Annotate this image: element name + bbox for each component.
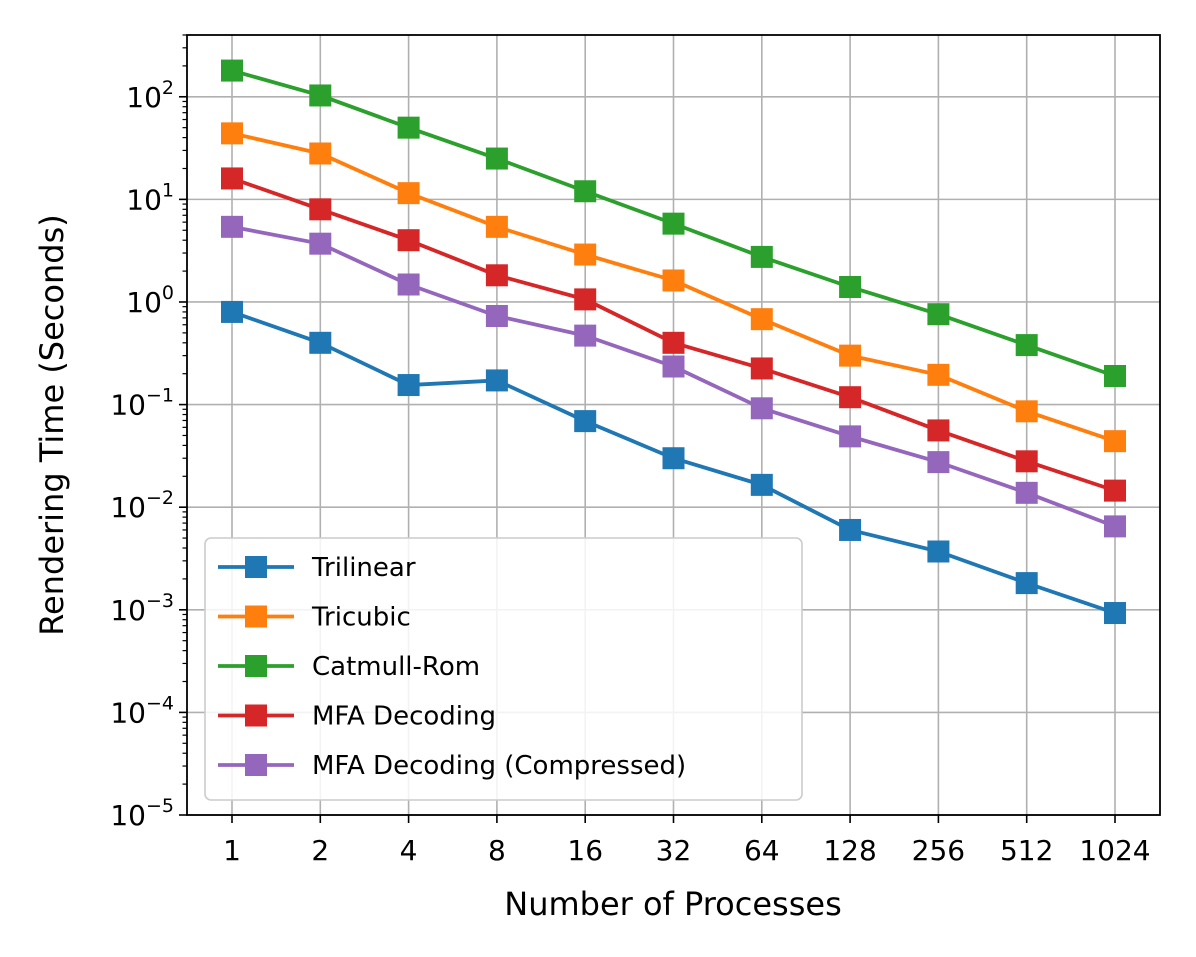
x-tick-label: 32 xyxy=(656,834,692,867)
data-point-marker xyxy=(927,540,950,563)
data-point-marker xyxy=(485,369,508,392)
y-tick-label: 10−1 xyxy=(110,385,174,422)
data-point-marker xyxy=(221,167,243,190)
data-point-marker xyxy=(1015,400,1038,423)
data-point-marker xyxy=(309,232,332,255)
data-point-marker xyxy=(397,182,420,205)
legend-box xyxy=(204,537,803,801)
x-tick-label: 1 xyxy=(223,834,241,867)
legend-label: MFA Decoding (Compressed) xyxy=(312,751,686,781)
data-point-marker xyxy=(927,419,950,442)
data-point-marker xyxy=(397,273,420,296)
data-point-marker xyxy=(1015,572,1038,595)
legend-label: Tricubic xyxy=(311,603,411,633)
y-tick-label: 102 xyxy=(126,77,174,114)
data-point-marker xyxy=(1104,430,1126,453)
data-point-marker xyxy=(397,116,420,139)
data-point-marker xyxy=(1015,334,1038,357)
y-tick-label: 100 xyxy=(126,282,174,319)
data-point-marker xyxy=(1104,602,1126,625)
data-point-marker xyxy=(839,275,862,298)
data-point-marker xyxy=(662,355,685,378)
legend-marker xyxy=(245,655,267,677)
legend-label: Trilinear xyxy=(311,553,416,583)
data-point-marker xyxy=(1015,481,1038,504)
data-point-marker xyxy=(309,84,332,107)
data-point-marker xyxy=(750,357,773,380)
x-axis-title: Number of Processes xyxy=(504,885,841,923)
data-point-marker xyxy=(221,59,243,82)
data-point-marker xyxy=(927,451,950,474)
data-point-marker xyxy=(1104,364,1126,387)
data-point-marker xyxy=(397,229,420,252)
data-point-marker xyxy=(574,243,597,266)
x-tick-label: 2 xyxy=(311,834,329,867)
data-point-marker xyxy=(221,122,243,145)
data-point-marker xyxy=(574,410,597,433)
data-point-marker xyxy=(221,300,243,323)
x-tick-label: 1024 xyxy=(1079,834,1150,867)
legend-label: Catmull-Rom xyxy=(312,652,480,682)
axis-ticks: 1 2 4 8 16 32 64 128 256 512 1024 10−5 10−4 10−3 10−2 1… xyxy=(110,34,1151,867)
y-tick-label: 101 xyxy=(126,179,174,216)
data-point-marker xyxy=(1015,450,1038,473)
series-lines xyxy=(221,59,1126,625)
data-point-marker xyxy=(1104,479,1126,502)
x-tick-label: 512 xyxy=(1000,834,1053,867)
data-point-marker xyxy=(662,331,685,354)
data-point-marker xyxy=(1104,515,1126,538)
data-point-marker xyxy=(309,198,332,221)
data-point-marker xyxy=(750,397,773,420)
data-point-marker xyxy=(574,324,597,347)
legend-marker xyxy=(245,704,267,727)
legend-label: MFA Decoding xyxy=(312,702,496,732)
data-point-marker xyxy=(397,374,420,397)
data-point-marker xyxy=(574,180,597,203)
data-point-marker xyxy=(574,288,597,311)
data-point-marker xyxy=(485,264,508,287)
data-point-marker xyxy=(309,142,332,165)
data-point-marker xyxy=(662,269,685,292)
legend-marker xyxy=(245,605,267,628)
data-point-marker xyxy=(750,308,773,331)
data-point-marker xyxy=(927,363,950,386)
data-point-marker xyxy=(839,518,862,541)
data-point-marker xyxy=(309,331,332,354)
x-tick-label: 16 xyxy=(567,834,603,867)
data-point-marker xyxy=(662,212,685,235)
legend-marker xyxy=(245,754,267,776)
y-tick-label: 10−4 xyxy=(110,692,174,729)
data-point-marker xyxy=(750,245,773,268)
data-point-marker xyxy=(839,386,862,409)
data-point-marker xyxy=(662,447,685,470)
data-point-marker xyxy=(839,344,862,367)
data-point-marker xyxy=(485,215,508,238)
data-point-marker xyxy=(485,147,508,170)
data-point-marker xyxy=(927,303,950,326)
data-point-marker xyxy=(839,425,862,448)
y-tick-label: 10−3 xyxy=(110,590,174,627)
legend-marker xyxy=(245,556,267,578)
y-tick-label: 10−5 xyxy=(110,795,174,832)
y-axis-title: Rendering Time (Seconds) xyxy=(33,214,71,635)
x-tick-label: 8 xyxy=(488,834,506,867)
data-point-marker xyxy=(485,305,508,328)
legend: Trilinear Tricubic Catmull-Rom MFA Decoding… xyxy=(204,537,803,801)
x-tick-label: 256 xyxy=(912,834,965,867)
x-tick-label: 4 xyxy=(400,834,418,867)
x-tick-label: 64 xyxy=(744,834,780,867)
data-point-marker xyxy=(750,473,773,496)
x-tick-label: 128 xyxy=(823,834,876,867)
y-tick-label: 10−2 xyxy=(110,487,174,524)
data-point-marker xyxy=(221,215,243,238)
